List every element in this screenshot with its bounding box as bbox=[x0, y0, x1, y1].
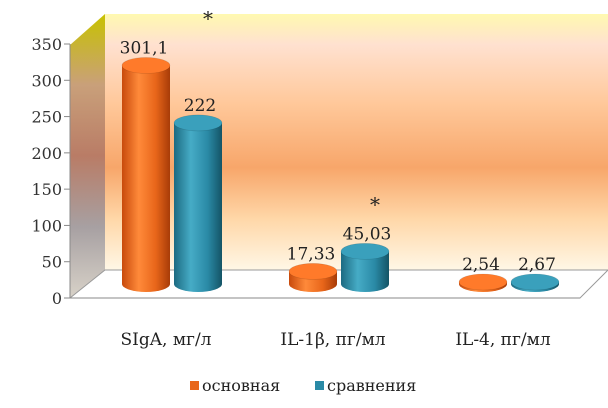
legend-label-comparison: сравнения bbox=[327, 376, 416, 395]
data-label: 2,54 bbox=[462, 255, 500, 275]
y-tick-label: 150 bbox=[31, 180, 62, 199]
bar bbox=[340, 243, 390, 292]
y-tick-label: 50 bbox=[42, 253, 62, 272]
legend-swatch-comparison bbox=[315, 381, 324, 390]
bar-top bbox=[510, 273, 560, 291]
category-label: IL-4, пг/мл bbox=[455, 330, 551, 350]
bar-body bbox=[122, 65, 170, 292]
bar bbox=[173, 114, 223, 293]
y-tick-label: 350 bbox=[31, 35, 62, 54]
annotations-group: ** bbox=[203, 6, 380, 216]
bars-group bbox=[121, 57, 560, 293]
data-label: 17,33 bbox=[287, 244, 336, 264]
bar-top bbox=[121, 57, 171, 74]
bar-top bbox=[173, 114, 223, 132]
bar-body bbox=[341, 251, 389, 292]
y-tick-label: 200 bbox=[31, 144, 62, 163]
bar-top bbox=[340, 243, 390, 260]
legend-label-main: основная bbox=[202, 376, 280, 395]
chart-back-wall bbox=[105, 14, 608, 270]
significance-marker: * bbox=[203, 6, 213, 30]
value-labels-group: 301,1 222 17,33 45,03 2,54 2,67 bbox=[120, 38, 556, 275]
y-axis-ticks: 0 50 100 150 200 250 300 350 bbox=[31, 35, 71, 308]
y-tick-label: 0 bbox=[52, 289, 62, 308]
category-labels-group: SIgA, мг/л IL-1β, пг/мл IL-4, пг/мл bbox=[121, 330, 551, 350]
y-tick-label: 300 bbox=[31, 71, 62, 90]
significance-marker: * bbox=[370, 192, 380, 216]
legend-swatch-main bbox=[190, 381, 199, 390]
bar bbox=[121, 57, 171, 292]
bar-body bbox=[174, 122, 222, 293]
bar-top bbox=[288, 263, 338, 280]
data-label: 222 bbox=[184, 96, 216, 116]
category-label: SIgA, мг/л bbox=[121, 330, 212, 350]
category-label: IL-1β, пг/мл bbox=[280, 330, 385, 350]
data-label: 2,67 bbox=[518, 255, 556, 275]
legend: основная сравнения bbox=[190, 376, 416, 395]
data-label: 301,1 bbox=[120, 38, 169, 58]
bar bbox=[458, 273, 508, 292]
bar bbox=[288, 263, 338, 292]
y-tick-label: 100 bbox=[31, 216, 62, 235]
bar-top bbox=[458, 273, 508, 291]
y-tick-label: 250 bbox=[31, 108, 62, 127]
chart-side-wall bbox=[70, 14, 105, 298]
data-label: 45,03 bbox=[343, 224, 392, 244]
bar bbox=[510, 273, 560, 292]
